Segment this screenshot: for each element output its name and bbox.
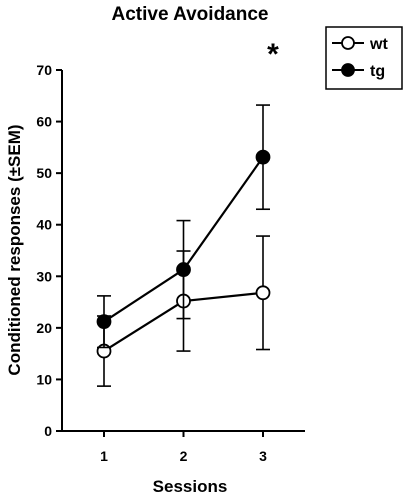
y-tick-label: 40 (36, 217, 52, 233)
x-tick-label: 2 (180, 448, 188, 464)
annotations: * (267, 38, 279, 71)
data-point-wt (255, 285, 271, 301)
axes: 0 10 20 30 40 50 60 70 1 2 3 (36, 62, 305, 464)
y-tick-label: 10 (36, 371, 52, 387)
y-tick-label: 20 (36, 320, 52, 336)
data-point-tg (255, 149, 271, 165)
legend-box (325, 26, 403, 90)
y-tick-label: 0 (44, 423, 52, 439)
y-axis-label: Conditioned responses (±SEM) (5, 124, 24, 375)
data-point-tg (176, 262, 191, 277)
chart-title: Active Avoidance (112, 4, 269, 25)
x-tick-label: 3 (259, 448, 267, 464)
legend-label-tg: tg (370, 63, 385, 80)
legend-label-wt: wt (369, 36, 388, 53)
x-tick-label: 1 (100, 448, 108, 464)
y-tick-label: 60 (36, 114, 52, 130)
legend-marker-wt (341, 36, 355, 50)
legend-marker-tg (341, 63, 355, 77)
series-tg (96, 104, 271, 349)
x-axis-label: Sessions (153, 477, 228, 496)
legend: wt tg (325, 26, 403, 90)
plot-area (96, 104, 271, 387)
y-tick-label: 50 (36, 165, 52, 181)
y-tick-label: 30 (36, 268, 52, 284)
y-tick-label: 70 (36, 62, 52, 78)
data-point-tg (96, 314, 112, 330)
significance-annotation: * (267, 38, 279, 71)
